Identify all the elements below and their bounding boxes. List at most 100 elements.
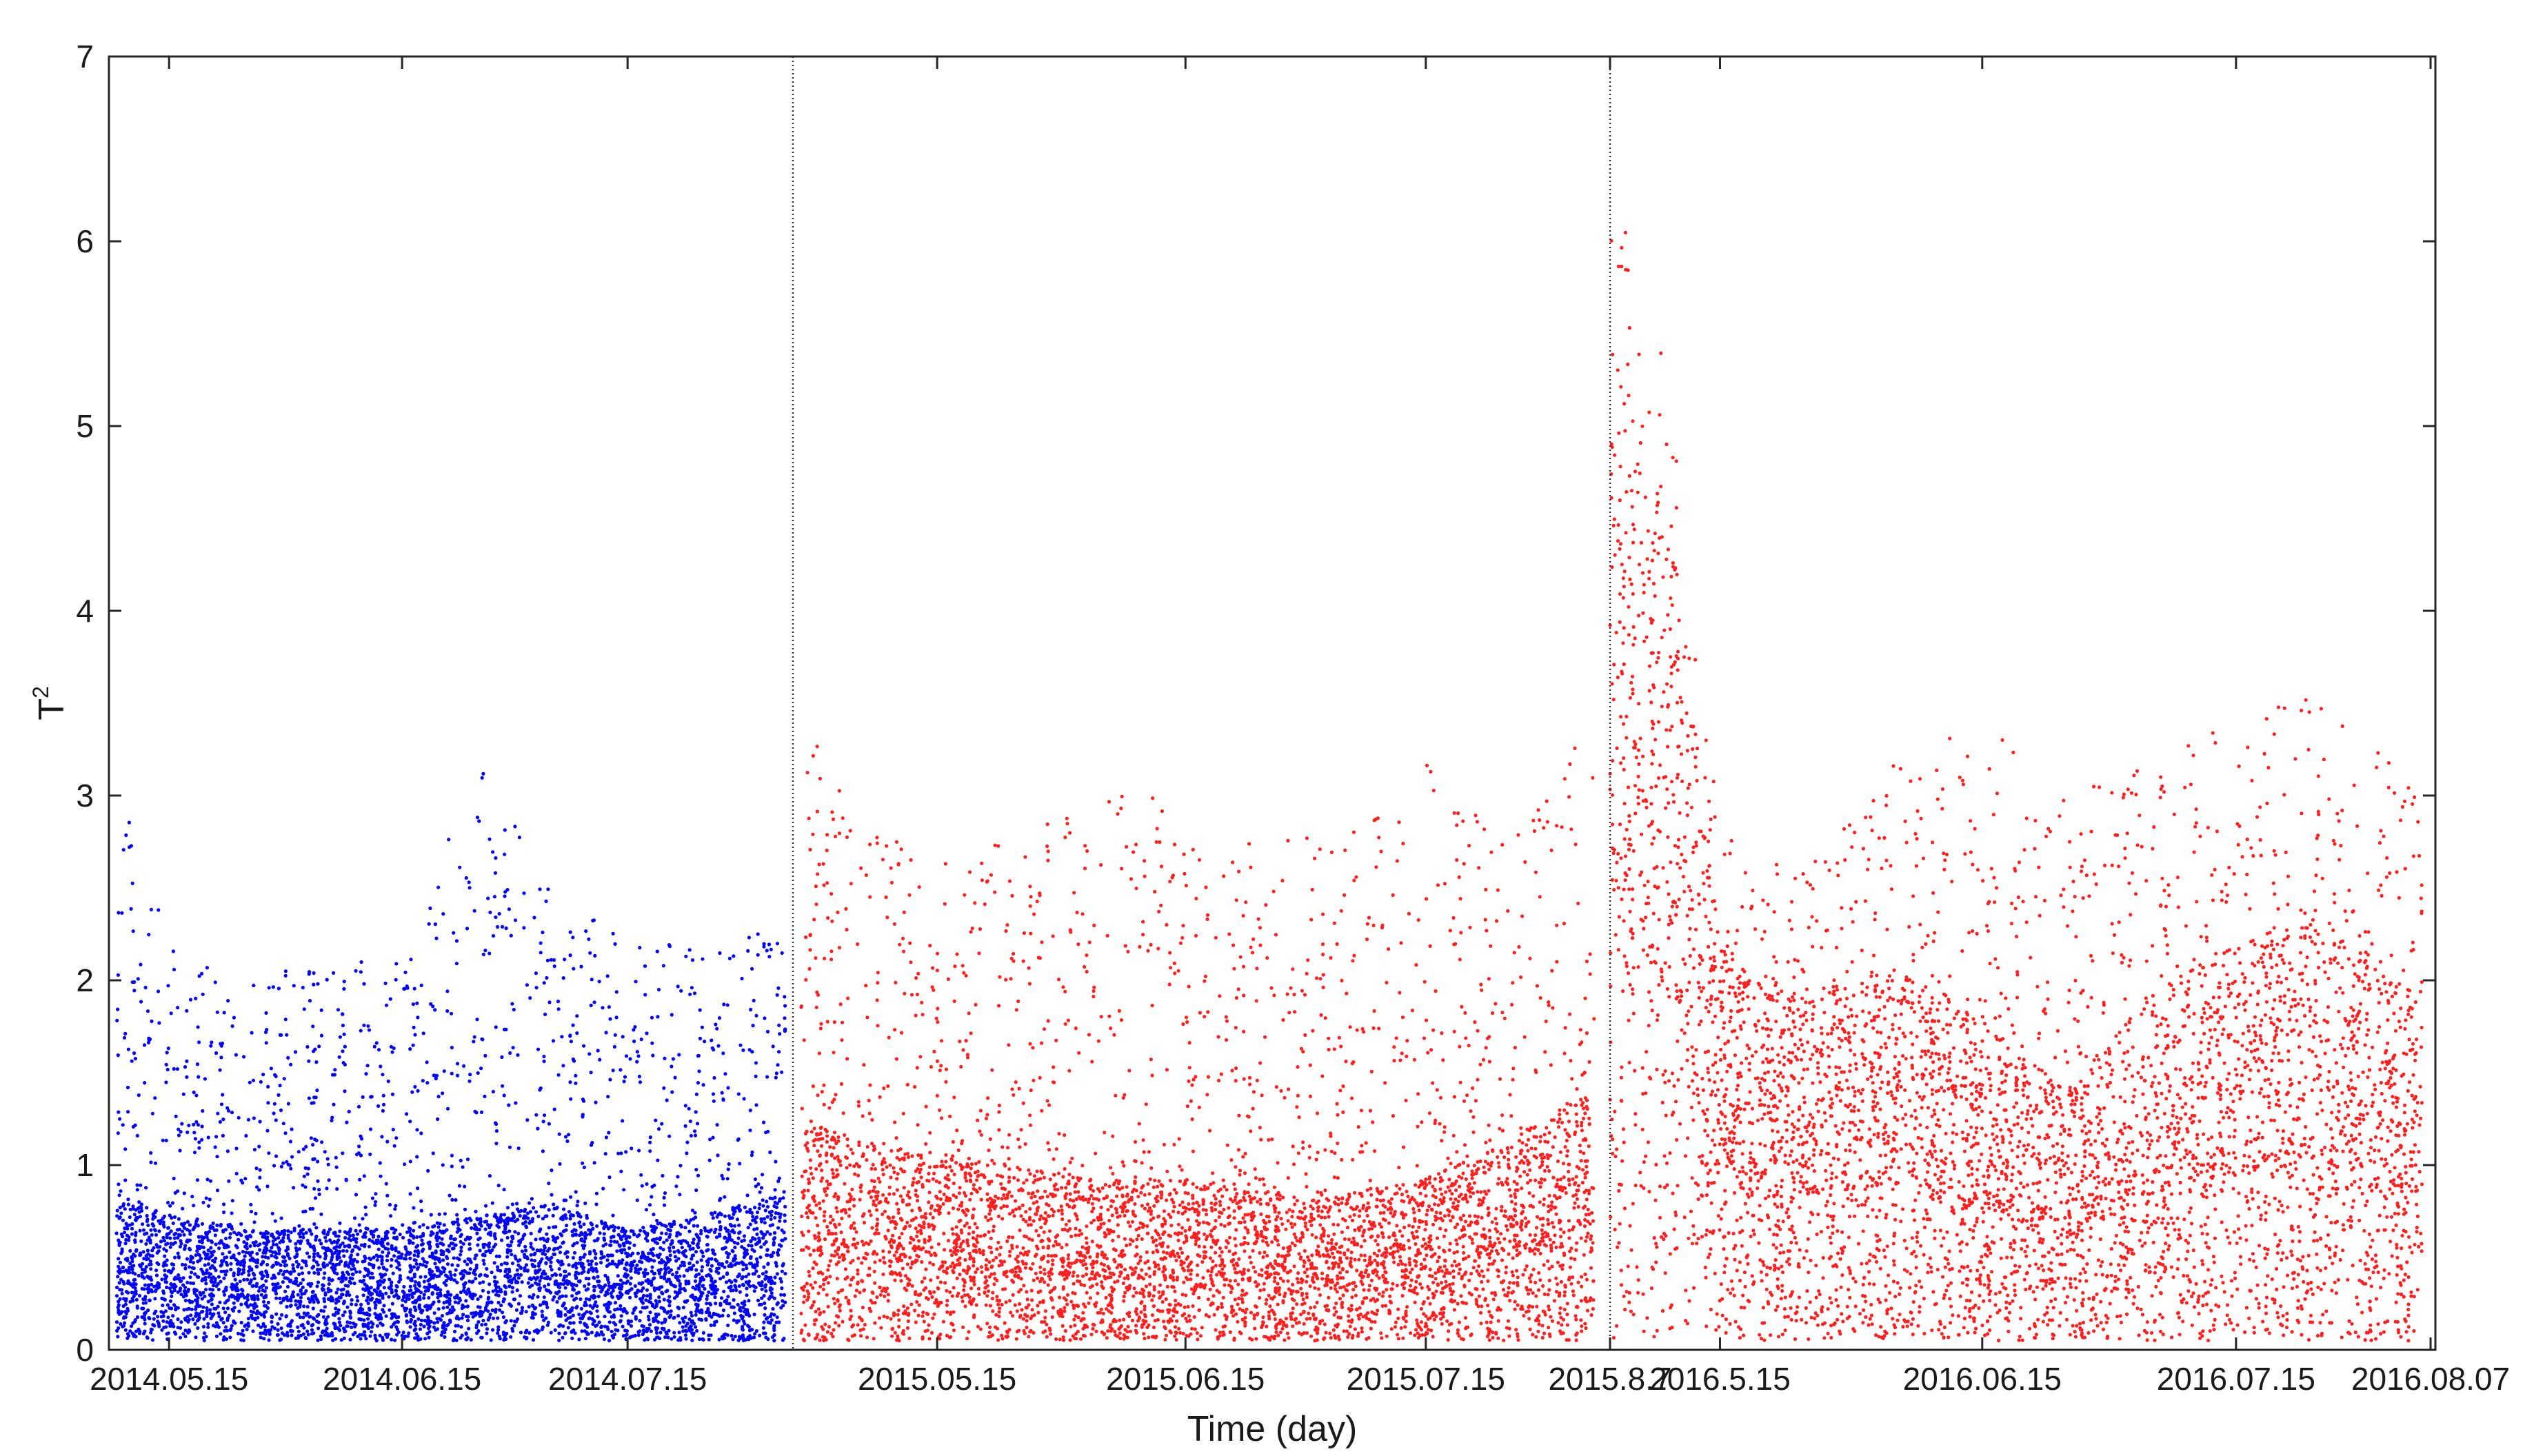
data-point	[751, 1024, 755, 1028]
data-point	[465, 1262, 470, 1266]
data-point	[751, 1215, 755, 1219]
data-point	[203, 1077, 207, 1081]
data-point	[434, 1076, 438, 1081]
data-point	[760, 1287, 764, 1291]
data-point	[245, 1277, 250, 1282]
data-point	[481, 1242, 485, 1247]
data-point	[636, 1333, 641, 1337]
data-point	[766, 1275, 770, 1280]
data-point	[464, 1217, 469, 1221]
data-point	[165, 1303, 170, 1307]
data-point	[436, 1117, 440, 1122]
data-point	[575, 1304, 579, 1308]
data-point	[133, 1123, 137, 1127]
data-point	[419, 1199, 423, 1204]
data-point	[214, 1135, 219, 1139]
data-point	[625, 1333, 629, 1337]
data-point	[611, 1224, 615, 1228]
data-point	[376, 1104, 381, 1108]
data-point	[283, 1276, 287, 1280]
data-point	[267, 1338, 271, 1342]
data-point	[551, 1213, 555, 1217]
data-point	[629, 1267, 633, 1271]
data-point	[479, 1066, 483, 1071]
data-point	[418, 1327, 423, 1331]
data-point	[666, 1227, 670, 1232]
data-point	[276, 987, 281, 991]
data-point	[142, 1043, 147, 1047]
data-point	[432, 1325, 436, 1329]
data-point	[234, 1286, 239, 1290]
data-point	[770, 1291, 774, 1295]
data-point	[276, 1328, 280, 1332]
data-point	[121, 848, 125, 852]
data-point	[556, 1073, 561, 1077]
data-point	[131, 1321, 135, 1325]
data-point	[449, 1273, 453, 1277]
data-point	[164, 1248, 168, 1253]
data-point	[441, 1242, 445, 1247]
data-point	[563, 958, 567, 962]
data-point	[635, 1060, 639, 1064]
data-point	[501, 924, 505, 929]
data-point	[378, 1161, 382, 1165]
data-point	[502, 1297, 507, 1302]
data-point	[567, 1263, 571, 1267]
data-point	[425, 1260, 429, 1264]
data-point	[494, 1025, 498, 1029]
data-point	[635, 1263, 639, 1267]
data-point	[380, 1259, 384, 1263]
data-point	[710, 1257, 714, 1261]
data-point	[194, 1253, 198, 1257]
data-point	[261, 1255, 265, 1259]
data-point	[607, 1338, 612, 1343]
data-point	[154, 1273, 159, 1277]
data-point	[683, 1226, 687, 1230]
data-point	[641, 1251, 645, 1255]
data-point	[362, 1318, 366, 1322]
data-point	[319, 1337, 323, 1342]
data-point	[459, 1240, 463, 1244]
data-point	[597, 1333, 601, 1337]
data-point	[204, 1335, 208, 1339]
data-point	[210, 1264, 214, 1268]
data-point	[119, 1232, 123, 1236]
data-point	[154, 1243, 159, 1247]
data-point	[274, 1289, 278, 1293]
data-point	[122, 1282, 126, 1286]
data-point	[177, 1133, 181, 1138]
data-point	[649, 1300, 653, 1304]
data-point	[654, 1315, 658, 1319]
data-point	[599, 1330, 604, 1334]
data-point	[538, 1279, 542, 1283]
data-point	[146, 1223, 150, 1227]
data-point	[312, 971, 316, 975]
data-point	[177, 1227, 181, 1231]
data-point	[725, 1260, 729, 1264]
data-point	[488, 1251, 492, 1255]
data-point	[705, 1297, 709, 1301]
data-point	[147, 1036, 151, 1040]
data-point	[160, 1277, 164, 1282]
data-point	[285, 1245, 290, 1249]
data-point	[604, 1242, 608, 1246]
data-point	[647, 1203, 652, 1207]
data-point	[598, 1231, 602, 1235]
data-point	[285, 1331, 290, 1335]
data-point	[124, 1290, 129, 1294]
data-point	[544, 1261, 548, 1265]
data-point	[209, 1246, 213, 1250]
data-point	[559, 1263, 563, 1267]
data-point	[487, 1174, 492, 1178]
data-point	[638, 1329, 642, 1333]
data-point	[258, 1286, 262, 1290]
data-point	[532, 916, 536, 920]
data-point	[681, 1260, 685, 1264]
data-point	[393, 1321, 397, 1325]
data-point	[604, 1135, 609, 1140]
data-point	[190, 1271, 194, 1275]
data-point	[319, 1308, 323, 1313]
data-point	[170, 1201, 174, 1205]
data-point	[761, 1272, 765, 1276]
data-point	[777, 1176, 781, 1180]
